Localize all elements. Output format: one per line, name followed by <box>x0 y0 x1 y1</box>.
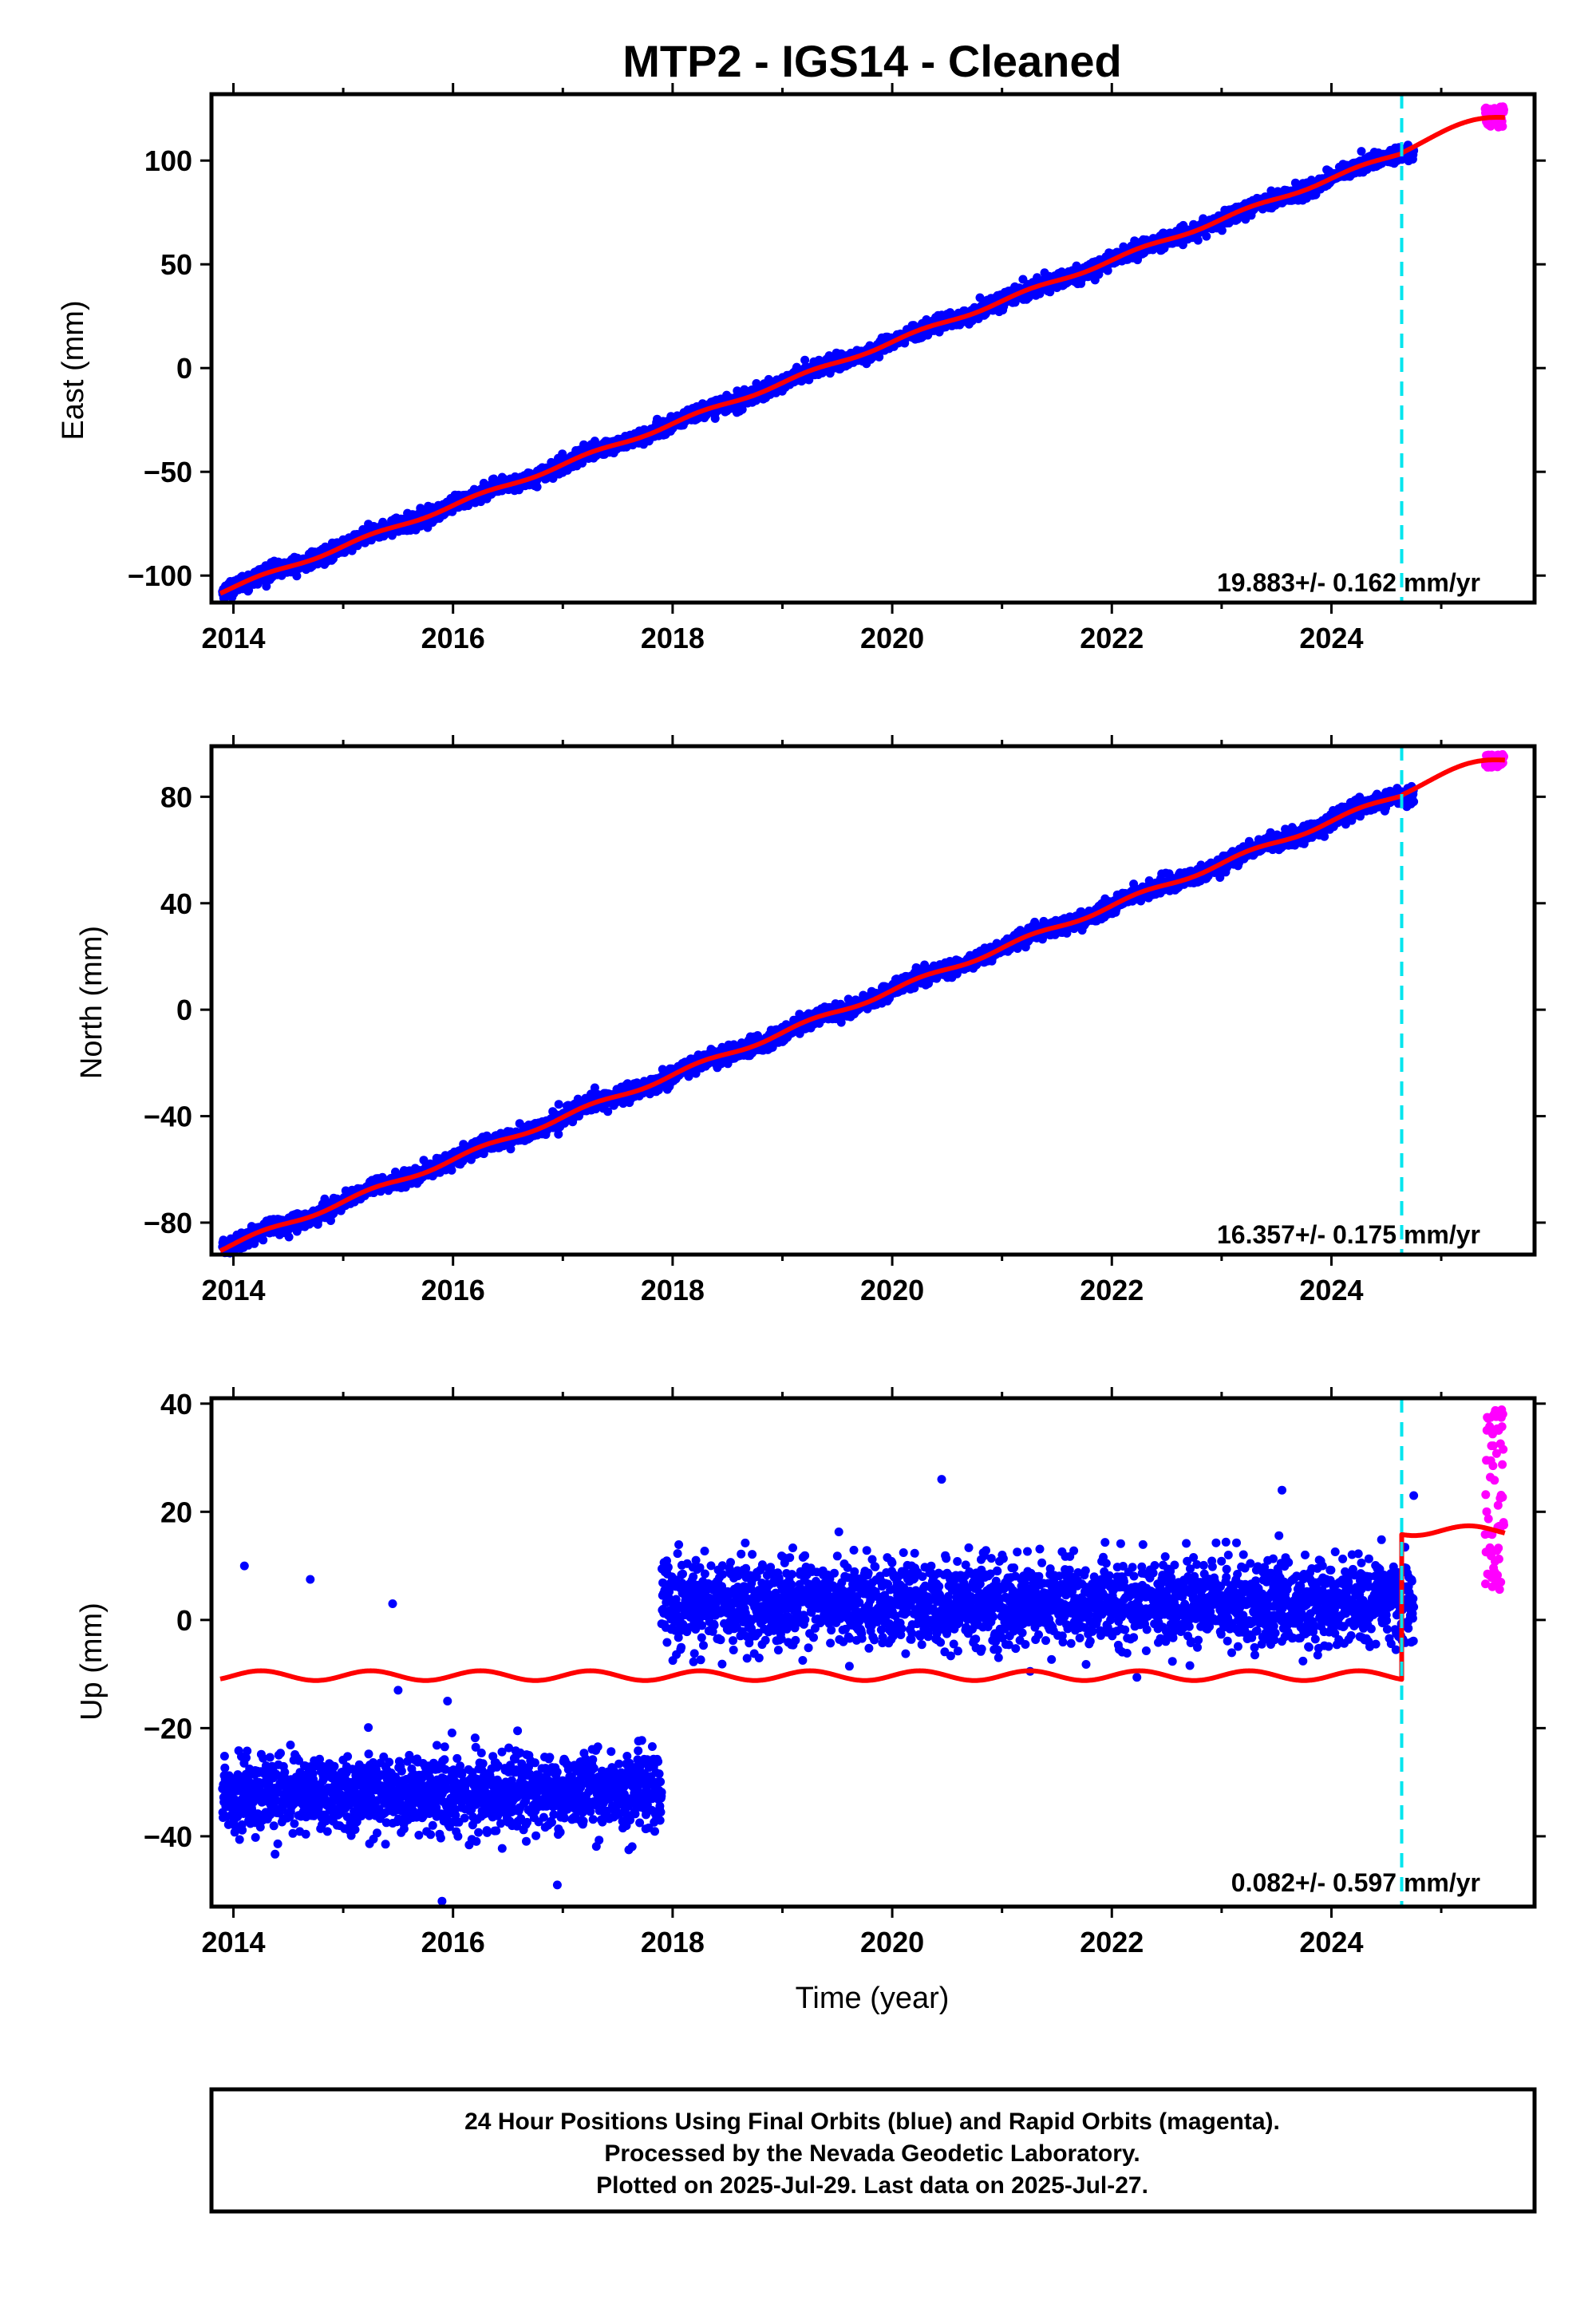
north-panel: North (mm) 16.357+/- 0.175 mm/yr 2014 201… <box>75 735 1546 1306</box>
east-panel: East (mm) 19.883+/- 0.162 mm/yr 2014 2016… <box>57 83 1546 654</box>
chart-title: MTP2 - IGS14 - Cleaned <box>622 36 1122 86</box>
east-rate-label: 19.883+/- 0.162 mm/yr <box>1217 568 1480 597</box>
east-final-point <box>292 571 302 581</box>
north-final-point <box>447 1165 456 1175</box>
east-rapid-point <box>1499 105 1508 115</box>
east-final-point <box>1202 231 1211 241</box>
east-final-point <box>1217 226 1227 235</box>
east-xtick-label: 2024 <box>1299 622 1363 654</box>
east-final-point <box>1357 147 1366 156</box>
north-ylabel: North (mm) <box>75 926 109 1079</box>
east-model-line <box>219 115 1507 596</box>
east-xtick-label: 2016 <box>421 622 485 654</box>
east-rapid-point <box>1498 121 1507 131</box>
north-rate-label: 16.357+/- 0.175 mm/yr <box>1217 1220 1480 1249</box>
east-xtick-label: 2022 <box>1080 622 1144 654</box>
east-ylabel: East (mm) <box>57 300 90 440</box>
east-xtick-label: 2020 <box>860 622 924 654</box>
east-final-point <box>262 582 271 591</box>
north-final-point <box>284 1232 294 1242</box>
east-ytick-label: −100 <box>128 559 192 592</box>
east-xtick-label: 2014 <box>201 622 265 654</box>
east-ytick-label: 0 <box>176 352 192 385</box>
east-final-point <box>1193 235 1203 245</box>
east-ytick-label: 100 <box>144 144 192 177</box>
east-xtick-label: 2018 <box>641 622 705 654</box>
north-final-point <box>259 1235 268 1245</box>
east-ytick-label: −50 <box>144 456 192 488</box>
east-ytick-label: 50 <box>160 248 192 281</box>
east-final-point <box>532 482 542 492</box>
